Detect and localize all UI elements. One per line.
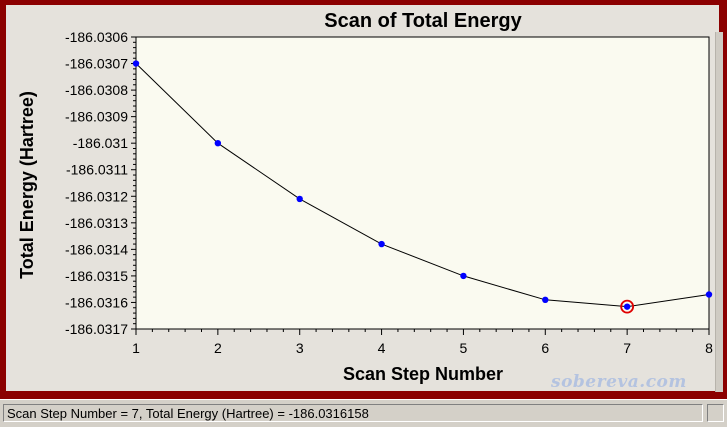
y-tick-label: -186.0317	[65, 321, 128, 337]
x-tick-label: 1	[132, 340, 140, 356]
series-layer	[132, 60, 713, 314]
y-tick-label: -186.0309	[65, 109, 128, 125]
x-tick-label: 8	[705, 340, 713, 356]
y-tick-label: -186.0306	[65, 29, 128, 45]
vertical-scrollbar-edge[interactable]	[715, 32, 723, 392]
status-bar-resize-panel	[707, 404, 724, 422]
chart-panel: Scan of Total Energy -186.0306 -186.0307-…	[6, 5, 719, 391]
x-axis-title: Scan Step Number	[343, 364, 503, 384]
data-point-marker[interactable]	[214, 139, 222, 147]
x-tick-label: 4	[378, 340, 386, 356]
y-tick-label: -186.0315	[65, 268, 128, 284]
y-tick-label: -186.0313	[65, 215, 128, 231]
status-bar: Scan Step Number = 7, Total Energy (Hart…	[0, 399, 727, 427]
y-tick-label: -186.0314	[65, 241, 128, 257]
energy-series-line	[135, 63, 710, 308]
x-tick-label: 3	[296, 340, 304, 356]
x-tick-label: 5	[460, 340, 468, 356]
data-point-marker[interactable]	[132, 60, 140, 67]
x-tick-label: 2	[214, 340, 222, 356]
data-point-marker[interactable]	[542, 296, 549, 303]
y-tick-label: -186.0311	[66, 162, 128, 178]
status-text: Scan Step Number = 7, Total Energy (Hart…	[3, 404, 703, 422]
data-point-marker[interactable]	[460, 272, 467, 280]
y-tick-label: -186.0307	[65, 56, 128, 72]
x-tick-label: 6	[541, 340, 549, 356]
data-point-marker[interactable]	[296, 195, 303, 203]
data-point-marker[interactable]	[623, 303, 631, 310]
y-tick-label: -186.0312	[65, 188, 128, 204]
y-tick-label: -186.031	[73, 135, 128, 151]
chart-title: Scan of Total Energy	[324, 10, 522, 32]
y-tick-label: -186.0308	[65, 82, 128, 98]
selected-point-highlight[interactable]	[620, 299, 635, 314]
y-axis: -186.0306 -186.0307 -186.0308 -186.0309 -186…	[65, 29, 136, 337]
watermark-text: sobereva.com	[551, 372, 687, 392]
x-tick-label: 7	[623, 340, 631, 356]
data-point-marker[interactable]	[378, 240, 385, 248]
y-tick-label: -186.0316	[65, 294, 128, 310]
x-axis: 1 2 3 4 5 6 7 8	[132, 329, 713, 356]
plot-area[interactable]	[135, 36, 710, 330]
energy-scan-chart[interactable]: Scan of Total Energy -186.0306-186.0307-…	[6, 5, 719, 391]
chart-window-frame: Scan of Total Energy -186.0306 -186.0307-…	[0, 0, 727, 399]
data-point-marker[interactable]	[705, 291, 713, 298]
y-axis-title: Total Energy (Hartree)	[17, 91, 37, 279]
